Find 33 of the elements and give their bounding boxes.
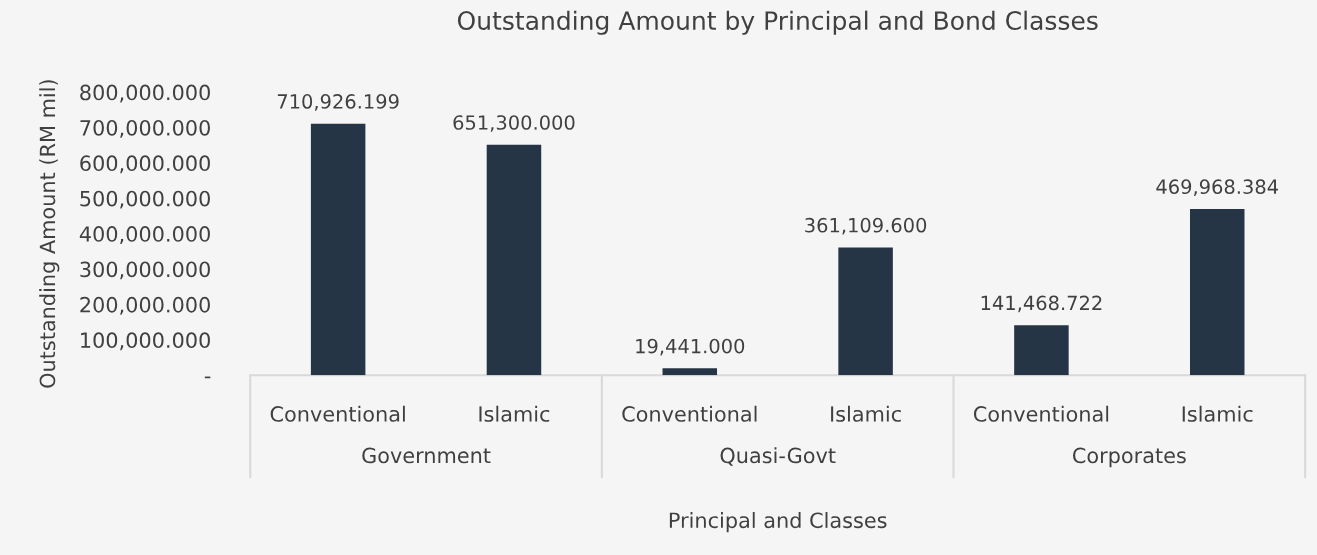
x-tick-label: Islamic [831,405,901,422]
bar [1189,208,1245,376]
data-label: 141,468.722 [981,295,1102,313]
y-tick-label: 600,000.000 [80,155,210,174]
y-axis-title: Outstanding Amount (RM mil) [39,80,60,388]
y-tick-label: 500,000.000 [80,190,210,209]
chart-title: Outstanding Amount by Principal and Bond Classes [457,10,1098,35]
y-tick-label: 200,000.000 [80,296,210,315]
x-tick-label: Conventional [270,405,405,422]
data-label: 469,968.384 [1156,179,1278,196]
bar [662,368,718,376]
y-tick-label: 100,000.000 [81,332,210,351]
x-tick-label: Islamic [1182,405,1253,422]
text: Quasi-Govt [720,447,836,466]
bar [310,123,366,376]
text: Government [362,447,491,464]
data-label: 19,441.000 [636,338,745,356]
y-tick-label: 400,000.000 [79,226,210,244]
y-tick-label: - [204,376,211,379]
data-label: 651,300.000 [453,115,575,132]
y-tick-label: 700,000.000 [80,119,210,138]
text: Corporates [1072,447,1186,468]
bar [1014,325,1069,376]
x-tick-label: Conventional [622,405,757,422]
data-label: 710,926.199 [277,94,399,111]
x-tick-label: Islamic [479,405,550,422]
y-tick-label: 300,000.000 [80,261,210,280]
x-tick-label: Conventional [973,405,1109,422]
x-axis-title: Principal and Classes [669,512,887,533]
data-label: 361,109.600 [805,217,927,235]
y-tick-label: 800,000.000 [80,84,210,103]
bar [838,247,893,376]
bar [486,144,542,376]
